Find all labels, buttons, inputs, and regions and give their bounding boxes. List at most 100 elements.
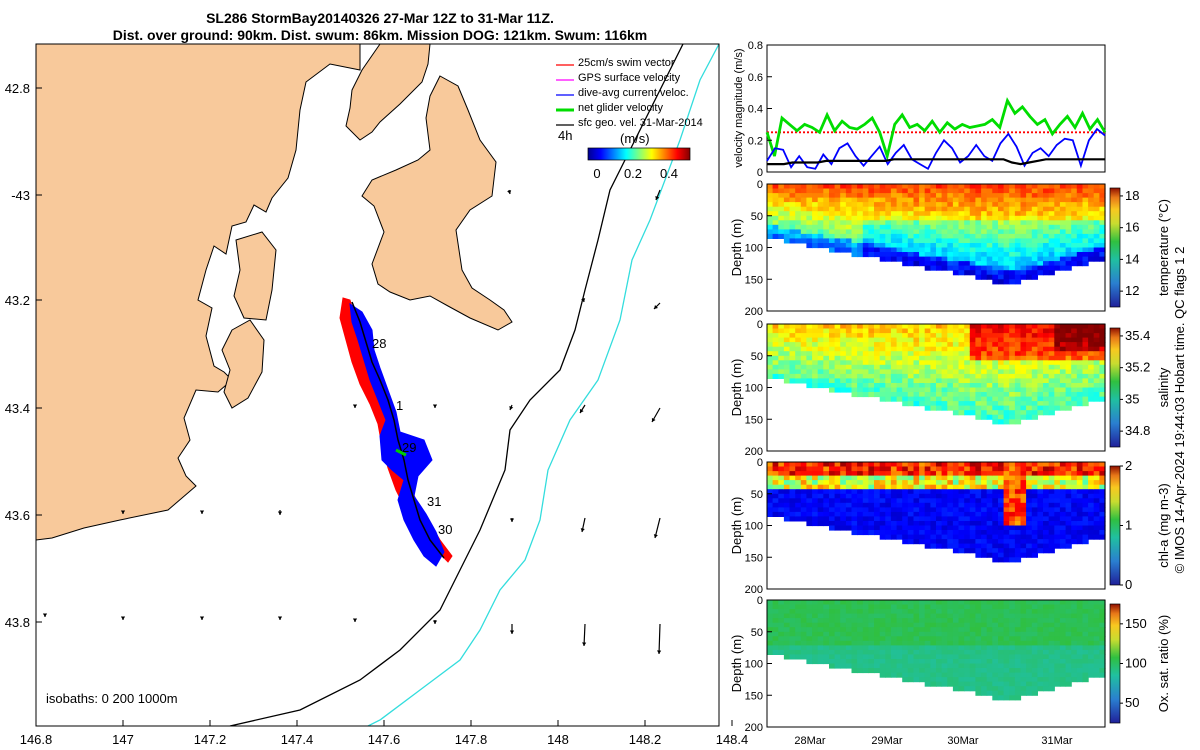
section-cell	[1071, 364, 1078, 370]
section-cell	[1043, 342, 1050, 348]
section-cell	[975, 351, 982, 357]
section-cell	[1009, 489, 1016, 495]
section-cell	[902, 600, 909, 606]
section-cell	[1088, 355, 1095, 361]
section-cell	[823, 364, 830, 370]
section-cell	[829, 525, 836, 531]
section-cell	[930, 333, 937, 339]
section-cell	[981, 475, 988, 481]
section-cell	[998, 247, 1005, 253]
section-cell	[857, 252, 864, 258]
section-cell	[964, 530, 971, 536]
section-cell	[1099, 645, 1106, 651]
section-cell	[975, 410, 982, 416]
section-cell	[857, 489, 864, 495]
section-cell	[1076, 206, 1083, 212]
section-cell	[817, 466, 824, 472]
section-cell	[936, 369, 943, 375]
section-cell	[964, 475, 971, 481]
section-cell	[952, 525, 960, 531]
section-cell	[1088, 206, 1095, 212]
section-cell	[1020, 659, 1027, 665]
section-cell	[823, 342, 830, 348]
section-cell	[958, 677, 965, 683]
section-cell	[919, 252, 926, 258]
section-cell	[812, 659, 819, 665]
section-cell	[879, 197, 886, 203]
section-cell	[902, 604, 909, 610]
section-cell	[958, 324, 965, 330]
section-cell	[964, 387, 971, 393]
section-cell	[1065, 256, 1072, 262]
section-cell	[981, 392, 988, 398]
section-cell	[857, 206, 864, 212]
section-cell	[896, 247, 903, 253]
section-cell	[857, 360, 864, 366]
section-cell	[896, 466, 903, 472]
section-cell	[885, 233, 892, 239]
section-cell	[981, 193, 988, 199]
section-cell	[992, 686, 999, 692]
section-cell	[986, 184, 993, 190]
section-cell	[936, 405, 943, 411]
section-cell	[907, 247, 914, 253]
section-cell	[947, 233, 954, 239]
section-cell	[1082, 373, 1089, 379]
section-cell	[1037, 466, 1044, 472]
section-cell	[1014, 211, 1022, 217]
section-cell	[772, 502, 779, 508]
section-cell	[1059, 672, 1067, 678]
section-cell	[998, 462, 1005, 468]
section-cell	[1059, 193, 1067, 199]
section-cell	[829, 342, 836, 348]
section-cell	[975, 640, 982, 646]
surface-velocity-arrow	[199, 510, 205, 514]
section-cell	[975, 369, 982, 375]
surface-velocity-arrow	[432, 620, 438, 624]
section-cell	[1065, 392, 1072, 398]
section-cell	[947, 252, 954, 258]
section-cell	[890, 188, 898, 194]
section-cell	[840, 206, 847, 212]
section-cell	[975, 622, 982, 628]
colorbar-tick-label: 35.4	[1125, 328, 1150, 343]
section-cell	[1031, 516, 1038, 522]
section-cell	[772, 193, 779, 199]
section-cell	[890, 224, 898, 230]
section-cell	[1048, 631, 1055, 637]
section-cell	[1054, 539, 1061, 545]
section-cell	[902, 622, 909, 628]
section-cell	[958, 618, 965, 624]
section-cell	[817, 206, 824, 212]
section-cell	[817, 333, 824, 339]
section-cell	[1099, 351, 1106, 357]
section-cell	[1048, 270, 1055, 276]
section-cell	[986, 256, 993, 262]
section-cell	[952, 392, 960, 398]
section-cell	[952, 405, 960, 411]
section-cell	[992, 557, 999, 563]
section-cell	[958, 211, 965, 217]
section-cell	[902, 197, 909, 203]
section-cell	[1082, 511, 1089, 517]
section-cell	[795, 471, 802, 477]
section-cell	[1020, 224, 1027, 230]
section-cell	[1076, 539, 1083, 545]
section-cell	[1076, 324, 1083, 330]
section-cell	[936, 333, 943, 339]
section-cell	[1003, 396, 1010, 402]
section-cell	[1048, 525, 1055, 531]
section-cell	[981, 351, 988, 357]
section-cell	[930, 462, 937, 468]
section-cell	[964, 233, 971, 239]
section-cell	[964, 609, 971, 615]
section-cell	[795, 489, 802, 495]
section-cells	[767, 600, 1106, 701]
section-cell	[969, 369, 976, 375]
section-cell	[1088, 369, 1095, 375]
section-cell	[840, 604, 847, 610]
section-cell	[930, 668, 937, 674]
section-cell	[896, 672, 903, 678]
section-cell	[1054, 530, 1061, 536]
